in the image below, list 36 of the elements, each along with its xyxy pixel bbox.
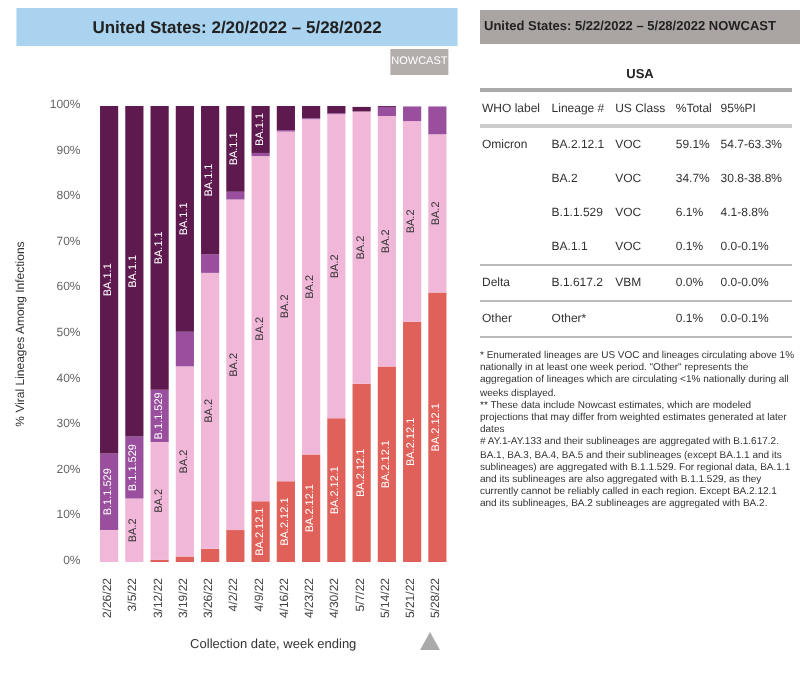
bar [150,442,169,560]
bar [201,254,220,273]
bar [377,116,396,367]
chart-title: United States: 2/20/2022 – 5/28/2022 [92,17,383,37]
bar [226,106,245,192]
bar [403,321,422,562]
bar [377,106,396,117]
bar [175,556,194,562]
bar [100,106,119,454]
bar [201,548,220,562]
bar [327,418,346,562]
bar [327,114,346,419]
bar [428,134,447,293]
bar [327,106,346,114]
bar [125,106,144,437]
bar [251,156,270,502]
bar [226,199,245,531]
bar [150,106,169,390]
bar [352,111,371,384]
bar [428,292,447,562]
bar [403,106,422,122]
bar [201,272,220,549]
bar [175,331,194,367]
bar [428,106,447,135]
bar [302,106,321,119]
bar [175,106,194,332]
bar [352,383,371,562]
bar [276,131,295,482]
bar [175,366,194,557]
bar [100,530,119,562]
bar [377,366,396,562]
bar [302,119,321,455]
bar [201,106,220,255]
bar [403,121,422,322]
bar [226,530,245,562]
bar [276,106,295,131]
